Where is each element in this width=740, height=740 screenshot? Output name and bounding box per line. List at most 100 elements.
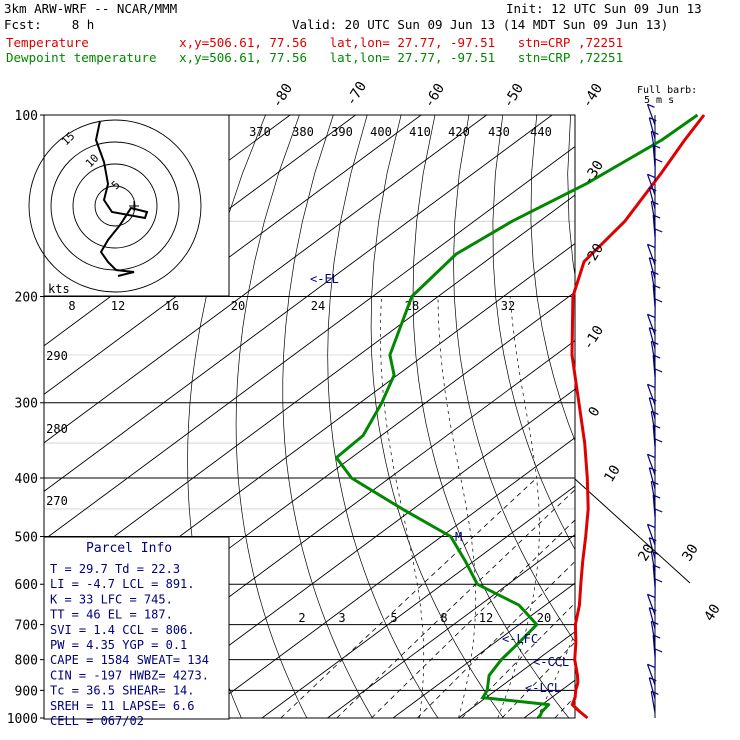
theta-e-label-270: 270 (46, 494, 68, 508)
wind-barb-flag-7 (651, 200, 659, 205)
wind-barb-flag-21 (649, 397, 657, 402)
pressure-label-500: 500 (15, 531, 38, 546)
wind-barb-staff-1 (648, 117, 656, 140)
wind-barb-flag-27 (651, 480, 659, 485)
ccl-marker: <-CCL (533, 655, 569, 669)
el-marker: <-EL (310, 272, 339, 286)
dry-adiabat-310 (453, 115, 575, 643)
isotherm-40 (655, 115, 740, 718)
dewpoint-trace (334, 113, 699, 719)
dry-adiabat-280 (327, 115, 439, 718)
pressure-label-100: 100 (15, 109, 38, 124)
isotherm-label--10: -10 (580, 323, 607, 353)
wind-barb-flag-17 (651, 340, 659, 345)
pressure-label-200: 200 (15, 291, 38, 306)
wind-barb-flag-15 (647, 313, 655, 318)
wind-barb-flag-26 (649, 467, 657, 472)
isotherm-30 (590, 115, 740, 718)
dry-adiabat-380 (706, 115, 740, 718)
diagram-outer-edge (574, 478, 691, 584)
wind-barb-staff-25 (646, 454, 656, 476)
wind-barb-staff-32 (650, 551, 656, 574)
wind-barb-staff-27 (650, 481, 656, 504)
wind-barb-staff-37 (650, 621, 656, 644)
wind-barb-flag-25 (647, 453, 655, 458)
parcel-info-title: Parcel Info (86, 541, 172, 556)
full-barb-unit: 5 m s (644, 95, 674, 106)
theta-label-410: 410 (409, 125, 431, 139)
isotherm--80 (44, 194, 575, 589)
wind-barb-flag-12 (651, 270, 659, 275)
dry-adiabat-260 (235, 115, 308, 718)
mixing-ratio-label-3: 3 (338, 611, 345, 625)
wind-barb-flag-38 (652, 634, 661, 639)
mixing-ratio-label-12: 12 (479, 611, 493, 625)
pressure-label-600: 600 (15, 578, 38, 593)
wind-barb-staff-22 (650, 411, 656, 434)
isotherm--120 (44, 115, 422, 395)
full-barb-label: Full barb: (637, 85, 697, 96)
isotherm-label-0: 0 (586, 404, 604, 420)
isotherm--90 (44, 145, 575, 541)
wind-barb-staff-12 (650, 271, 656, 294)
wind-barb-staff-36 (648, 607, 656, 630)
wind-barb-flag-37 (651, 620, 659, 625)
init-time: Init: 12 UTC Sun 09 Jun 13 (506, 1, 702, 16)
isotherm-label--60: -60 (421, 81, 448, 111)
mixing-ratio-label-2: 2 (298, 611, 305, 625)
isotherm-20 (523, 679, 575, 718)
pressure-label-300: 300 (15, 397, 38, 412)
theta-label-420: 420 (448, 125, 470, 139)
theta-e-label-280: 280 (46, 422, 68, 436)
wind-barb-staff-7 (650, 201, 656, 224)
wind-barb-staff-17 (650, 341, 656, 364)
hodo-speed-label-24: 24 (311, 299, 325, 313)
theta-label-440: 440 (530, 125, 552, 139)
moist-adiabat-28 (576, 297, 724, 719)
wind-barb-staff-40 (646, 664, 656, 686)
wind-barb-flag-2 (651, 130, 659, 135)
parcel-info-row-10: CELL = 067/02 (50, 714, 144, 728)
isotherm-0 (392, 582, 575, 718)
wind-barb-flag-30 (647, 523, 655, 528)
wind-barb-staff-11 (648, 257, 656, 280)
wind-barb-flag-24 (654, 438, 663, 443)
isotherm--30 (196, 437, 575, 718)
dry-adiabat-370 (672, 115, 740, 718)
parcel-info-row-0: T = 29.7 Td = 22.3 (50, 562, 180, 576)
isotherm--110 (44, 115, 487, 444)
isotherm--20 (261, 485, 575, 718)
wind-barb-flag-33 (652, 564, 661, 569)
parcel-info-row-1: LI = -4.7 LCL = 891. (50, 577, 195, 591)
mixing-ratio-label-20: 20 (537, 611, 551, 625)
isotherm-label-10: 10 (601, 462, 624, 485)
isotherm--10 (327, 534, 575, 718)
wind-barb-flag-1 (649, 117, 657, 122)
wind-barb-flag-29 (654, 508, 663, 513)
hodograph-units: kts (48, 282, 70, 296)
lfc-marker: <-LFC (502, 632, 538, 646)
parcel-info-row-5: PW = 4.35 YGP = 0.1 (50, 638, 187, 652)
wind-barb-flag-35 (647, 593, 655, 598)
wind-barb-flag-16 (649, 327, 657, 332)
parcel-info-box (43, 536, 230, 720)
pressure-label-800: 800 (15, 654, 38, 669)
wind-barb-staff-41 (648, 677, 656, 700)
isotherm-label--70: -70 (343, 79, 370, 109)
parcel-info-row-8: Tc = 36.5 SHEAR= 14. (50, 684, 195, 698)
parcel-info-row-6: CAPE = 1584 SWEAT= 134 (50, 653, 209, 667)
wind-barb-flag-13 (652, 284, 661, 289)
temperature-legend: Temperature x,y=506.61, 77.56 lat,lon= 2… (6, 35, 624, 50)
pressure-label-900: 900 (15, 684, 38, 699)
wind-barb-staff-26 (648, 467, 656, 490)
wind-barb-flag-5 (647, 173, 655, 178)
isotherm-label-30: 30 (679, 541, 702, 564)
isotherm--100 (44, 115, 553, 492)
model-title: 3km ARW-WRF -- NCAR/MMM (4, 1, 178, 16)
wind-barb-staff-2 (650, 131, 656, 154)
wind-barb-staff-31 (648, 537, 656, 560)
theta-label-390: 390 (331, 125, 353, 139)
hodo-speed-label-8: 8 (68, 299, 75, 313)
moist-adiabat-10 (437, 296, 477, 718)
